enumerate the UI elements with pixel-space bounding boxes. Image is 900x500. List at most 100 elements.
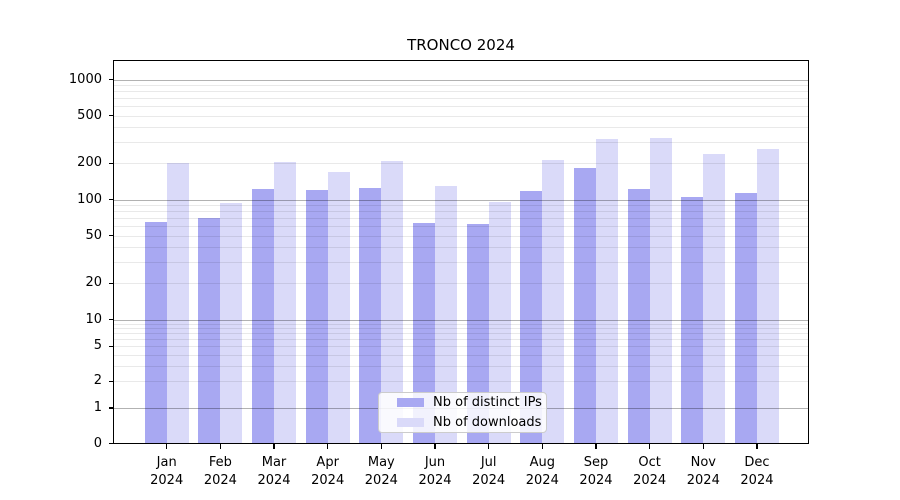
plot-area <box>113 60 809 444</box>
x-tick-mark <box>702 443 704 449</box>
legend-item-distinct-ips: Nb of distinct IPs <box>389 394 546 411</box>
y-tick-mark <box>108 318 114 321</box>
x-tick-label: Jan 2024 <box>150 455 184 488</box>
bar-distinct-ips <box>466 223 489 443</box>
bar-downloads <box>381 160 404 443</box>
x-tick-mark <box>219 443 221 449</box>
x-tick-label: Jul 2024 <box>472 455 506 488</box>
bars-layer <box>114 61 808 443</box>
x-tick-label: Nov 2024 <box>686 455 720 488</box>
x-tick-mark <box>380 443 382 449</box>
y-tick-label: 200 <box>77 155 102 171</box>
gridline-minor <box>114 365 808 367</box>
grid-layer <box>114 61 808 443</box>
gridline-minor <box>114 346 808 348</box>
y-tick-mark <box>108 198 114 201</box>
y-tick-mark <box>108 442 114 445</box>
y-tick-mark <box>108 78 114 81</box>
bar-downloads <box>703 153 726 443</box>
x-tick-mark <box>166 443 168 449</box>
bar-downloads <box>435 185 457 443</box>
y-tick-label: 2 <box>93 373 102 389</box>
bar-downloads <box>542 160 565 443</box>
y-tick-mark <box>108 115 114 117</box>
x-tick-mark <box>327 443 329 449</box>
x-tick-mark <box>273 443 275 449</box>
bar-distinct-ips <box>413 222 435 443</box>
x-tick-mark <box>488 443 490 449</box>
gridline-minor <box>114 106 808 108</box>
bar-distinct-ips <box>198 218 221 443</box>
gridline-minor <box>114 323 808 325</box>
bar-downloads <box>166 163 189 443</box>
x-tick-label: Dec 2024 <box>740 455 774 488</box>
gridline-minor <box>114 218 808 220</box>
bar-downloads <box>488 201 511 443</box>
gridline-major <box>114 199 808 201</box>
bar-distinct-ips <box>681 196 704 443</box>
legend-item-downloads: Nb of downloads <box>389 414 546 431</box>
x-tick-mark <box>541 443 543 449</box>
gridline-major <box>114 79 808 81</box>
gridline-minor <box>114 91 808 93</box>
y-tick-label: 500 <box>77 107 102 123</box>
y-tick-mark <box>108 407 114 409</box>
bar-distinct-ips <box>359 187 382 443</box>
gridline-minor <box>114 204 808 206</box>
gridline-minor <box>114 262 808 264</box>
bar-downloads <box>327 172 350 443</box>
gridline-minor <box>114 127 808 129</box>
bar-downloads <box>274 162 297 443</box>
y-tick-mark <box>108 345 114 347</box>
y-tick-mark <box>108 235 114 237</box>
bar-downloads <box>756 149 779 443</box>
legend-label-downloads: Nb of downloads <box>433 415 542 430</box>
x-tick-mark <box>434 443 436 449</box>
gridline-minor <box>114 142 808 144</box>
gridline-major <box>114 319 808 321</box>
gridline-minor <box>114 381 808 383</box>
bar-distinct-ips <box>305 189 328 443</box>
bar-distinct-ips <box>627 189 650 443</box>
gridline-minor <box>114 339 808 341</box>
gridline-minor <box>114 354 808 356</box>
bar-distinct-ips <box>252 189 275 443</box>
bar-distinct-ips <box>144 221 167 443</box>
bar-distinct-ips <box>573 168 596 443</box>
bar-downloads <box>595 138 618 443</box>
legend-swatch-downloads <box>397 418 424 427</box>
y-tick-label: 5 <box>93 338 102 354</box>
gridline-minor <box>114 115 808 117</box>
y-tick-label: 10 <box>85 311 102 327</box>
bar-distinct-ips <box>520 190 543 443</box>
chart-title: TRONCO 2024 <box>407 36 515 54</box>
x-tick-label: Mar 2024 <box>257 455 291 488</box>
x-tick-label: Oct 2024 <box>633 455 667 488</box>
gridline-minor <box>114 226 808 228</box>
legend-label-distinct-ips: Nb of distinct IPs <box>433 395 542 410</box>
y-tick-mark <box>108 380 114 382</box>
gridline-minor <box>114 333 808 335</box>
y-tick-mark <box>108 282 114 284</box>
y-tick-label: 1000 <box>68 71 102 87</box>
y-tick-label: 50 <box>85 227 102 243</box>
x-tick-label: May 2024 <box>364 455 398 488</box>
gridline-minor <box>114 247 808 249</box>
bar-downloads <box>220 202 243 443</box>
gridline-minor <box>114 84 808 86</box>
legend-swatch-distinct-ips <box>397 398 424 407</box>
y-tick-label: 100 <box>77 191 102 207</box>
gridline-minor <box>114 283 808 285</box>
bar-distinct-ips <box>734 193 757 443</box>
x-tick-label: Apr 2024 <box>311 455 345 488</box>
x-tick-label: Sep 2024 <box>579 455 613 488</box>
gridline-minor <box>114 235 808 237</box>
gridline-minor <box>114 328 808 330</box>
legend: Nb of distinct IPs Nb of downloads <box>378 392 547 433</box>
x-tick-mark <box>649 443 651 449</box>
gridline-minor <box>114 163 808 165</box>
gridline-minor <box>114 211 808 213</box>
x-tick-label: Aug 2024 <box>525 455 559 488</box>
gridline-minor <box>114 98 808 100</box>
